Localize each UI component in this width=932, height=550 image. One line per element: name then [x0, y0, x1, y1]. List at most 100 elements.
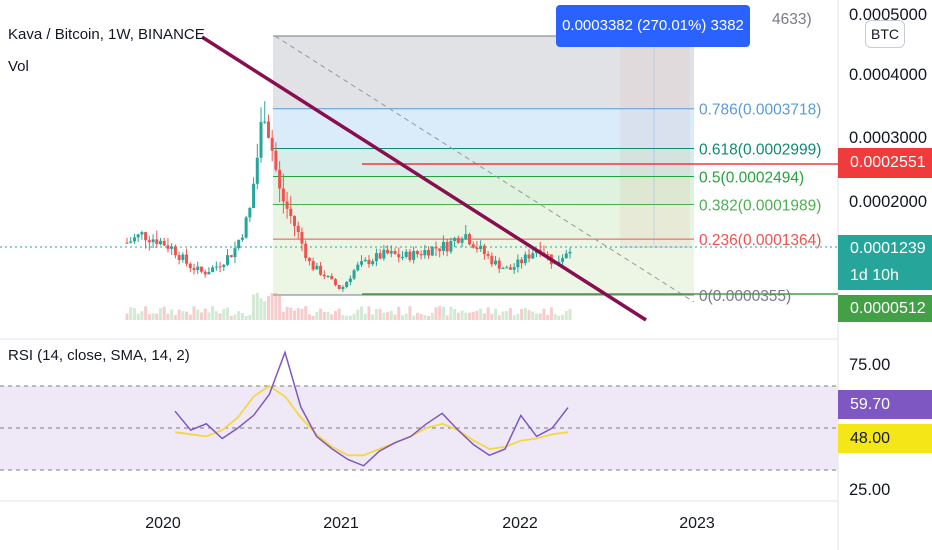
candle-body	[412, 250, 416, 260]
volume-bar	[568, 309, 572, 320]
volume-bar	[237, 311, 241, 320]
rsi-tick-label: 75.00	[849, 356, 890, 374]
volume-bar	[415, 312, 419, 320]
volume-bar	[147, 314, 151, 320]
volume-bar	[449, 306, 453, 320]
candle-body	[304, 243, 308, 259]
candle-body	[430, 246, 434, 256]
candle-body	[263, 121, 267, 123]
candle-body	[516, 259, 520, 268]
volume-bar	[445, 315, 449, 320]
candle-body	[434, 246, 438, 249]
price-badge-red-text: 0.0002551	[850, 154, 926, 171]
candle-body	[173, 246, 177, 256]
candle-body	[199, 266, 203, 272]
fib-level-label-4: 0.236(0.0001364)	[699, 232, 821, 249]
fib-zone-2	[273, 176, 694, 205]
chart-title: Kava / Bitcoin, 1W, BINANCE	[8, 26, 205, 43]
price-tick-label: 0.0003000	[849, 129, 927, 147]
volume-bar	[333, 310, 337, 320]
time-tick-label: 2020	[145, 515, 181, 532]
candle-body	[445, 241, 449, 252]
currency-button[interactable]: BTC	[865, 20, 905, 48]
candle-body	[348, 278, 352, 282]
volume-bar	[352, 313, 356, 320]
candle-body	[475, 247, 479, 249]
volume-bar	[356, 309, 360, 320]
rsi-title: RSI (14, close, SMA, 14, 2)	[8, 347, 190, 364]
volume-bar	[162, 306, 166, 320]
volume-bar	[389, 310, 393, 320]
candle-body	[207, 272, 211, 275]
candle-body	[460, 239, 464, 243]
volume-bar	[244, 315, 248, 320]
candle-body	[531, 253, 535, 259]
candle-body	[177, 255, 181, 260]
volume-bar	[229, 315, 233, 320]
sma-value-badge: 48.00	[838, 424, 932, 453]
volume-bar	[360, 306, 364, 320]
measure-tool-label: 0.0003382 (270.01%) 3382	[556, 5, 750, 47]
volume-bar	[348, 315, 352, 320]
volume-bar	[475, 310, 479, 320]
volume-bar	[181, 311, 185, 320]
volume-bar	[278, 295, 282, 320]
volume-bar	[281, 311, 285, 320]
volume-bar	[434, 307, 438, 320]
candle-body	[397, 254, 401, 258]
candle-body	[330, 275, 334, 280]
candle-body	[486, 254, 490, 256]
candle-body	[505, 267, 509, 269]
candle-body	[456, 237, 460, 243]
candle-body	[494, 260, 498, 265]
volume-bar	[393, 314, 397, 320]
candle-body	[464, 234, 468, 240]
candle-body	[159, 240, 163, 245]
volume-bar	[140, 311, 144, 320]
volume-bar	[460, 310, 464, 320]
candle-body	[255, 157, 259, 184]
volume-bar	[512, 315, 516, 320]
candle-body	[259, 122, 263, 158]
candle-body	[326, 275, 330, 277]
candle-body	[568, 251, 572, 254]
candle-body	[497, 260, 501, 269]
volume-bar	[255, 292, 259, 320]
volume-bar	[523, 308, 527, 320]
fib-zone-1	[273, 148, 694, 177]
volume-bar	[173, 315, 177, 320]
candle-body	[162, 240, 166, 246]
volume-bar	[382, 312, 386, 320]
volume-bar	[270, 292, 274, 320]
price-badge-red: 0.0002551	[838, 148, 932, 178]
candle-body	[415, 250, 419, 255]
rsi-line	[174, 350, 569, 467]
candle-body	[438, 248, 442, 251]
volume-bar	[404, 313, 408, 320]
candle-body	[441, 241, 445, 251]
candle-body	[266, 121, 270, 138]
fib-level-label-0: 0.786(0.0003718)	[699, 102, 821, 119]
candle-body	[564, 253, 568, 259]
volume-bar	[557, 315, 561, 320]
candle-body	[512, 267, 516, 270]
price-tick-label: 0.0004000	[849, 66, 927, 84]
candle-body	[293, 216, 297, 226]
volume-bar	[553, 314, 557, 320]
volume-bar	[564, 311, 568, 320]
candle-body	[222, 264, 226, 268]
candle-body	[278, 169, 282, 189]
volume-bar	[196, 309, 200, 320]
volume-bar	[319, 308, 323, 320]
candle-body	[363, 259, 367, 262]
volume-bar	[252, 294, 256, 320]
volume-bar	[136, 313, 140, 320]
volume-bar	[367, 306, 371, 320]
fib-level-label-2: 0.5(0.0002494)	[699, 170, 804, 187]
candle-body	[185, 254, 189, 264]
fib-level-label-3: 0.382(0.0001989)	[699, 198, 821, 215]
candle-body	[382, 249, 386, 259]
volume-bar	[166, 313, 170, 320]
candle-body	[151, 239, 155, 243]
